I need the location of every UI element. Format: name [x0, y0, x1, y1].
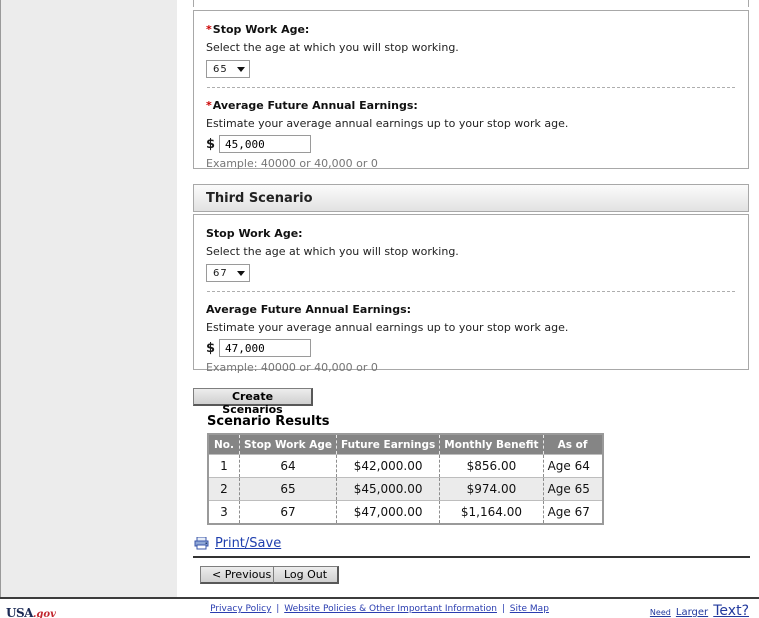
table-row: 1 64 $42,000.00 $856.00 Age 64 — [208, 454, 603, 478]
need-larger-text-word3: Text? — [713, 603, 749, 618]
stop-work-age-selected-value: 65 — [213, 63, 228, 75]
col-header-future-earnings: Future Earnings — [336, 434, 441, 455]
dashed-divider — [207, 291, 735, 292]
cell-stop-work-age: 65 — [239, 477, 337, 501]
cell-no: 3 — [208, 500, 240, 524]
need-larger-text-word2: Larger — [675, 607, 709, 618]
table-row: 3 67 $47,000.00 $1,164.00 Age 67 — [208, 500, 603, 524]
future-earnings-input[interactable] — [219, 339, 312, 357]
stop-work-age-selected-value: 67 — [213, 267, 228, 279]
col-header-monthly-benefit: Monthly Benefit — [439, 434, 544, 455]
cell-monthly-benefit: $1,164.00 — [439, 500, 544, 524]
previous-section-edge — [193, 0, 749, 7]
stop-work-age-select[interactable]: 67 — [206, 264, 250, 282]
website-policies-link[interactable]: Website Policies & Other Important Infor… — [284, 604, 497, 614]
future-earnings-description: Estimate your average annual earnings up… — [206, 321, 569, 334]
print-save-link[interactable]: Print/Save — [194, 536, 281, 551]
third-scenario-title: Third Scenario — [206, 190, 313, 206]
need-larger-text-word1: Need — [649, 608, 671, 617]
scenario-results-heading: Scenario Results — [207, 414, 330, 429]
usa-gov-logo[interactable]: USA.gov — [6, 602, 56, 618]
footer-link-separator: | — [276, 604, 280, 614]
previous-button[interactable]: < Previous — [200, 566, 285, 584]
stop-work-age-select[interactable]: 65 — [206, 60, 250, 78]
print-save-label: Print/Save — [215, 536, 282, 551]
future-earnings-description: Estimate your average annual earnings up… — [206, 117, 569, 130]
required-asterisk: * — [206, 23, 212, 36]
cell-as-of: Age 67 — [543, 500, 603, 524]
cell-future-earnings: $42,000.00 — [336, 454, 441, 478]
table-header-row: No. Stop Work Age Future Earnings Monthl… — [208, 434, 603, 455]
usa-gov-logo-gov: .gov — [32, 609, 56, 618]
cell-future-earnings: $47,000.00 — [336, 500, 441, 524]
col-header-as-of: As of — [543, 434, 603, 455]
dropdown-arrow-icon — [237, 270, 245, 276]
future-earnings-input[interactable] — [219, 135, 312, 153]
stop-work-age-description: Select the age at which you will stop wo… — [206, 41, 459, 54]
site-map-link[interactable]: Site Map — [509, 604, 549, 614]
dropdown-arrow-icon — [237, 66, 245, 72]
cell-stop-work-age: 67 — [239, 500, 337, 524]
footer-link-separator: | — [501, 604, 505, 614]
cell-no: 2 — [208, 477, 240, 501]
scenario-results-table: No. Stop Work Age Future Earnings Monthl… — [207, 433, 604, 525]
required-asterisk: * — [206, 99, 212, 112]
stop-work-age-label: Stop Work Age: — [206, 227, 303, 240]
log-out-button[interactable]: Log Out — [273, 566, 340, 584]
future-earnings-label: *Average Future Annual Earnings: — [206, 99, 418, 112]
usa-gov-logo-usa: USA — [6, 606, 33, 618]
cell-as-of: Age 65 — [543, 477, 603, 501]
content-divider — [193, 556, 750, 558]
footer: USA.gov Privacy Policy | Website Policie… — [0, 599, 759, 618]
table-row: 2 65 $45,000.00 $974.00 Age 65 — [208, 477, 603, 501]
cell-monthly-benefit: $974.00 — [439, 477, 544, 501]
third-scenario-header: Third Scenario — [193, 184, 749, 212]
earnings-example-text: Example: 40000 or 40,000 or 0 — [206, 157, 378, 170]
cell-future-earnings: $45,000.00 — [336, 477, 441, 501]
dollar-sign: $ — [206, 340, 216, 356]
cell-as-of: Age 64 — [543, 454, 603, 478]
stop-work-age-description: Select the age at which you will stop wo… — [206, 245, 459, 258]
third-scenario-panel: Stop Work Age: Select the age at which y… — [193, 214, 749, 374]
col-header-stop-work-age: Stop Work Age — [239, 434, 337, 455]
dollar-sign: $ — [206, 136, 216, 152]
cell-monthly-benefit: $856.00 — [439, 454, 544, 478]
stop-work-age-label: *Stop Work Age: — [206, 23, 310, 36]
col-header-no: No. — [208, 434, 240, 455]
left-sidebar — [0, 0, 177, 597]
earnings-example-text: Example: 40000 or 40,000 or 0 — [206, 361, 378, 374]
footer-divider — [0, 597, 759, 599]
need-larger-text-link[interactable]: Need Larger Text? — [650, 600, 749, 618]
second-scenario-panel: *Stop Work Age: Select the age at which … — [193, 10, 749, 170]
footer-links: Privacy Policy | Website Policies & Othe… — [0, 604, 759, 614]
cell-no: 1 — [208, 454, 240, 478]
create-scenarios-button[interactable]: Create Scenarios — [193, 388, 313, 416]
privacy-policy-link[interactable]: Privacy Policy — [210, 604, 272, 614]
printer-icon — [194, 537, 209, 550]
dashed-divider — [207, 87, 735, 88]
cell-stop-work-age: 64 — [239, 454, 337, 478]
future-earnings-label: Average Future Annual Earnings: — [206, 303, 412, 316]
